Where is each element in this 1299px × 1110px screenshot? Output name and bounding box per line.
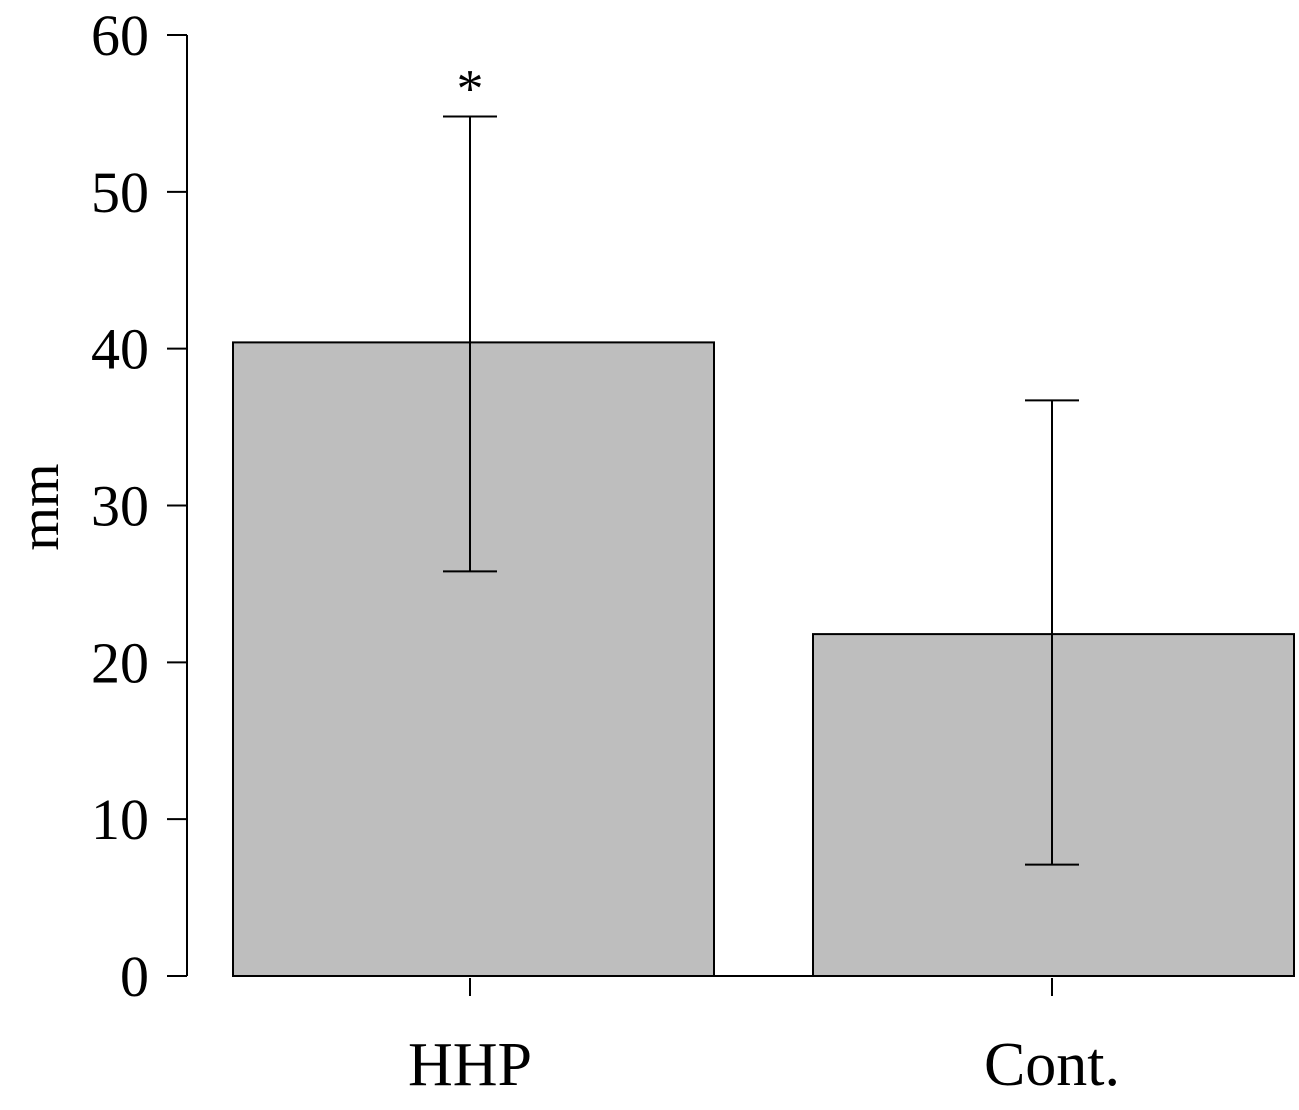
y-tick-label-30: 30 bbox=[91, 474, 149, 539]
y-tick-label-10: 10 bbox=[91, 787, 149, 852]
y-ticks: 0 10 20 30 40 50 60 bbox=[91, 3, 187, 1009]
y-tick-label-0: 0 bbox=[120, 944, 149, 1009]
y-axis-title: mm bbox=[9, 463, 71, 550]
y-tick-label-40: 40 bbox=[91, 317, 149, 382]
y-axis: 0 10 20 30 40 50 60 bbox=[91, 3, 188, 1009]
x-tick-label-hhp: HHP bbox=[408, 1031, 532, 1099]
x-ticks: HHP Cont. bbox=[408, 978, 1120, 1099]
significance-marker-hhp: * bbox=[457, 59, 484, 119]
bar-cont bbox=[812, 633, 1295, 977]
bar-hhp bbox=[232, 341, 715, 978]
y-tick-label-60: 60 bbox=[91, 3, 149, 68]
x-tick-label-cont: Cont. bbox=[984, 1031, 1120, 1099]
y-tick-label-20: 20 bbox=[91, 630, 149, 695]
y-tick-label-50: 50 bbox=[91, 160, 149, 225]
error-bars: * bbox=[443, 59, 1079, 866]
bars bbox=[232, 341, 1295, 978]
